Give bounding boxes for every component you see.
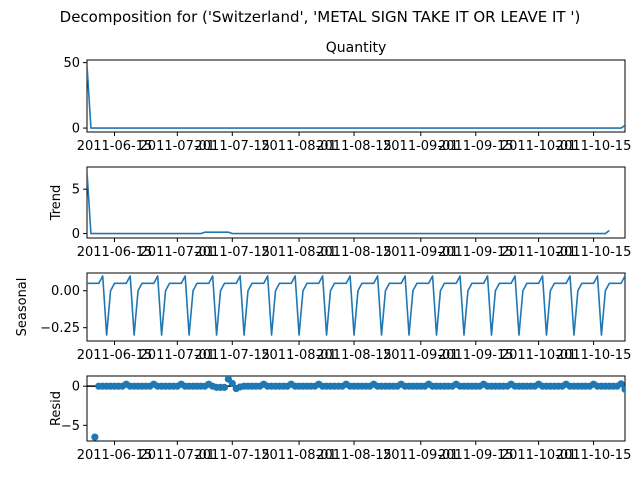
x-tick-label: 2011-10-01 (501, 348, 577, 363)
x-tick-label: 2011-08-15 (316, 245, 392, 260)
x-tick-label: 2011-07-15 (195, 348, 271, 363)
x-tick-label: 2011-08-01 (261, 139, 337, 154)
axes-title: Quantity (326, 40, 387, 56)
panels: 2011-06-152011-07-012011-07-152011-08-01… (15, 40, 631, 463)
resid-point (220, 383, 229, 391)
x-tick-label: 2011-07-01 (140, 348, 216, 363)
plot-area (87, 172, 610, 235)
panel-3: 2011-06-152011-07-012011-07-152011-08-01… (15, 272, 632, 363)
x-tick-label: 2011-09-01 (383, 448, 459, 463)
x-tick-label: 2011-08-15 (316, 348, 392, 363)
panel-2: 2011-06-152011-07-012011-07-152011-08-01… (49, 166, 632, 260)
resid-point (228, 379, 236, 388)
series-line (87, 172, 610, 235)
series-line (87, 65, 625, 129)
x-tick-label: 2011-09-15 (438, 245, 514, 260)
x-tick-label: 2011-06-15 (77, 245, 153, 260)
x-tick-label: 2011-08-01 (261, 348, 337, 363)
x-tick-label: 2011-06-15 (77, 348, 153, 363)
axes-frame (86, 375, 626, 442)
resid-point (617, 380, 625, 388)
y-axis-label: Resid (49, 391, 64, 426)
y-tick-label: −0.25 (40, 321, 80, 336)
y-axis-label: Seasonal (15, 278, 30, 337)
x-tick-label: 2011-10-01 (501, 139, 577, 154)
x-tick-label: 2011-09-15 (438, 348, 514, 363)
x-tick-label: 2011-08-01 (261, 448, 337, 463)
y-tick-label: 50 (63, 56, 80, 71)
y-tick-label: 0 (72, 122, 80, 137)
figure-suptitle: Decomposition for ('Switzerland', 'METAL… (60, 8, 581, 26)
x-tick-label: 2011-08-15 (316, 448, 392, 463)
y-tick-label: −5 (61, 419, 80, 434)
x-tick-label: 2011-09-01 (383, 139, 459, 154)
y-axis-label: Trend (49, 185, 64, 222)
y-tick-label: 0 (72, 227, 80, 242)
plot-area (87, 376, 625, 441)
y-tick-label: 5 (72, 183, 80, 198)
panel-4: 2011-06-152011-07-012011-07-152011-08-01… (49, 375, 632, 463)
axes-frame (86, 166, 626, 239)
x-tick-label: 2011-10-01 (501, 448, 577, 463)
x-tick-label: 2011-08-01 (261, 245, 337, 260)
resid-point (91, 433, 99, 441)
x-tick-label: 2011-07-01 (140, 448, 216, 463)
plot-area (87, 275, 625, 336)
x-tick-label: 2011-10-15 (556, 139, 632, 154)
x-tick-label: 2011-06-15 (77, 448, 153, 463)
x-tick-label: 2011-10-01 (501, 245, 577, 260)
resid-point (621, 385, 625, 393)
x-tick-label: 2011-09-01 (383, 348, 459, 363)
x-tick-label: 2011-09-01 (383, 245, 459, 260)
panel-1: 2011-06-152011-07-012011-07-152011-08-01… (63, 40, 631, 154)
seasonal-line (87, 275, 625, 336)
x-tick-label: 2011-10-15 (556, 348, 632, 363)
y-tick-label: 0.00 (51, 284, 80, 299)
axes-frame (86, 59, 626, 133)
x-tick-label: 2011-10-15 (556, 448, 632, 463)
y-tick-label: 0 (72, 380, 80, 395)
plot-area (87, 65, 625, 129)
x-tick-label: 2011-09-15 (438, 139, 514, 154)
x-tick-label: 2011-07-01 (140, 139, 216, 154)
x-tick-label: 2011-07-01 (140, 245, 216, 260)
x-tick-label: 2011-07-15 (195, 448, 271, 463)
x-tick-label: 2011-10-15 (556, 245, 632, 260)
axes-frame (86, 272, 626, 342)
x-tick-label: 2011-07-15 (195, 139, 271, 154)
x-tick-label: 2011-07-15 (195, 245, 271, 260)
x-tick-label: 2011-06-15 (77, 139, 153, 154)
x-tick-label: 2011-09-15 (438, 448, 514, 463)
x-tick-label: 2011-08-15 (316, 139, 392, 154)
